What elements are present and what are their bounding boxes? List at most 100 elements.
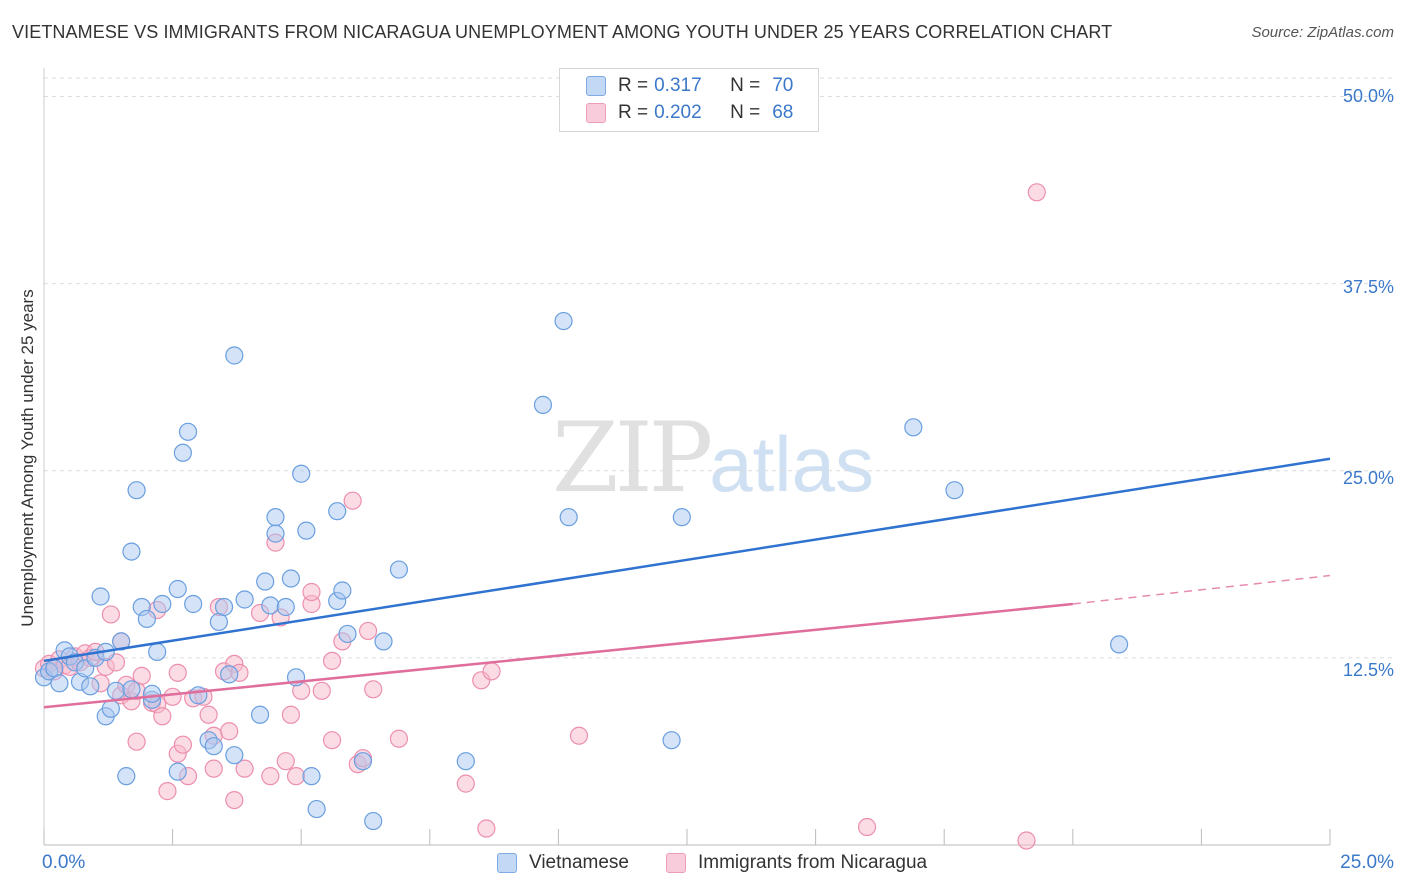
nicaragua-point	[225, 790, 244, 810]
vietnamese-point	[338, 624, 357, 644]
vietnamese-point	[364, 811, 383, 831]
nicaragua-point	[1027, 183, 1046, 202]
nicaragua-point	[343, 491, 362, 510]
y-tick-label-25: 25.0%	[1342, 468, 1394, 488]
vietnamese-point	[178, 422, 198, 441]
legend-row-nicaragua: R = 0.202 N = 68	[586, 101, 793, 125]
bottom-legend-nicaragua: Immigrants from Nicaragua	[666, 852, 927, 874]
nicaragua-point	[101, 605, 120, 624]
vietnamese-point	[225, 346, 244, 365]
vietnamese-point	[148, 642, 167, 661]
legend-r-label: R =	[618, 102, 649, 123]
chart-title: VIETNAMESE VS IMMIGRANTS FROM NICARAGUA …	[12, 22, 1113, 42]
vietnamese-point	[250, 705, 270, 724]
nicaragua-point	[261, 767, 280, 786]
vietnamese-point	[904, 418, 923, 437]
vietnamese-point	[1109, 635, 1129, 654]
vietnamese-point	[235, 590, 254, 609]
vietnamese-point	[127, 481, 146, 500]
nicaragua-point	[389, 729, 409, 748]
vietnamese-point	[297, 521, 316, 540]
x-tick-label-max: 25.0%	[1340, 852, 1394, 873]
vietnamese-point	[204, 737, 223, 756]
nicaragua-point	[168, 663, 187, 682]
vietnamese-point	[101, 699, 120, 718]
legend-n-value: 68	[772, 102, 794, 123]
nicaragua-point	[204, 759, 223, 778]
vietnamese-point	[266, 524, 285, 543]
nicaragua-point	[235, 759, 254, 778]
nicaragua-trend-extension	[1072, 574, 1331, 605]
nicaragua-point	[132, 666, 151, 685]
bottom-legend-swatch-pink	[666, 853, 686, 873]
x-tick-label-min: 0.0%	[42, 852, 86, 873]
nicaragua-point	[199, 705, 218, 724]
nicaragua-point	[153, 707, 172, 726]
nicaragua-point	[857, 817, 877, 837]
legend-box: R = 0.317 N = 70 R = 0.202 N = 68	[559, 68, 819, 132]
bottom-legend-swatch-blue	[497, 853, 517, 873]
vietnamese-point	[168, 762, 187, 781]
legend-r-value: 0.202	[654, 102, 702, 123]
y-axis-label: Unemployment Among Youth under 25 years	[18, 289, 37, 627]
legend-n-value: 70	[772, 75, 794, 96]
nicaragua-point	[477, 819, 496, 838]
vietnamese-point	[122, 680, 141, 699]
vietnamese-point	[81, 677, 100, 696]
nicaragua-point	[322, 651, 342, 670]
source-label: Source: ZipAtlas.com	[1251, 24, 1394, 41]
nicaragua-point	[127, 732, 146, 751]
vietnamese-point	[168, 579, 187, 599]
nicaragua-point	[302, 582, 321, 602]
legend-r-label: R =	[618, 75, 649, 96]
vietnamese-point	[307, 799, 326, 819]
vietnamese-point	[328, 502, 347, 521]
vietnamese-point	[91, 587, 110, 606]
nicaragua-trend-line	[43, 602, 1073, 709]
y-tick-label-12-5: 12.5%	[1342, 660, 1394, 680]
legend-row-vietnamese: R = 0.317 N = 70	[586, 74, 793, 98]
vietnamese-point	[173, 443, 192, 462]
bottom-legend-label: Immigrants from Nicaragua	[698, 852, 928, 873]
vietnamese-point	[554, 311, 573, 331]
vietnamese-point	[50, 674, 69, 693]
nicaragua-point	[173, 735, 192, 754]
vietnamese-point	[333, 581, 352, 600]
legend-n-label: N =	[730, 102, 761, 123]
vietnamese-point	[266, 508, 285, 527]
vietnamese-point	[945, 481, 964, 500]
vietnamese-point	[662, 731, 681, 750]
nicaragua-point	[364, 680, 383, 699]
vietnamese-point	[142, 684, 162, 703]
vietnamese-point	[214, 597, 234, 617]
nicaragua-point	[158, 782, 177, 801]
nicaragua-point	[281, 705, 301, 724]
vietnamese-trend-line	[43, 457, 1331, 663]
legend-n-label: N =	[730, 75, 761, 96]
vietnamese-point	[220, 665, 239, 684]
vietnamese-point	[281, 569, 301, 588]
vietnamese-point	[137, 609, 156, 629]
vietnamese-point	[256, 572, 275, 591]
vietnamese-point	[225, 746, 244, 765]
nicaragua-point	[322, 731, 342, 750]
vietnamese-point	[456, 752, 475, 771]
y-tick-label-37-5: 37.5%	[1342, 277, 1394, 297]
vietnamese-point	[184, 594, 203, 614]
vietnamese-point	[302, 767, 321, 786]
vietnamese-point	[122, 542, 141, 561]
vietnamese-point	[672, 508, 691, 527]
vietnamese-point	[261, 596, 280, 615]
bottom-legend: Vietnamese Immigrants from Nicaragua	[0, 852, 1406, 878]
vietnamese-point	[374, 632, 393, 651]
vietnamese-point	[389, 560, 409, 579]
vietnamese-point	[153, 594, 172, 614]
nicaragua-point	[163, 687, 182, 706]
bottom-legend-label: Vietnamese	[529, 852, 629, 873]
vietnamese-point	[106, 681, 126, 700]
nicaragua-point	[220, 722, 239, 741]
legend-swatch-blue	[586, 76, 606, 96]
legend-r-value: 0.317	[654, 75, 702, 96]
vietnamese-point	[533, 395, 553, 414]
y-tick-label-50: 50.0%	[1342, 86, 1394, 106]
